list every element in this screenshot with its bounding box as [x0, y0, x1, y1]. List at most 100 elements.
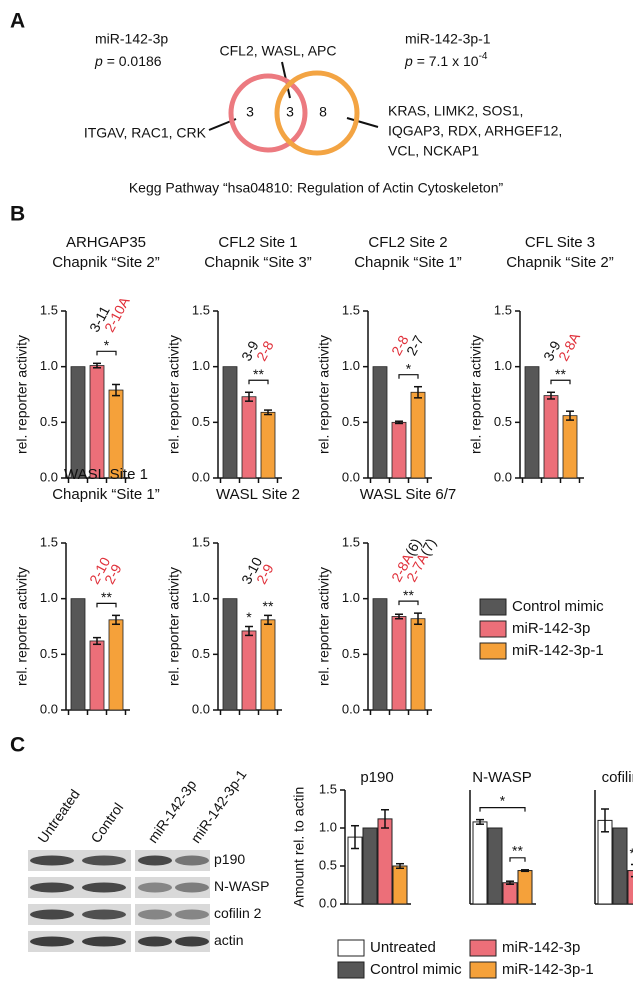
bar	[222, 598, 238, 711]
y-axis-label: rel. reporter activity	[14, 335, 30, 454]
y-tick-label: 0.5	[494, 414, 512, 429]
bar	[597, 819, 613, 905]
site-label-part: (6)	[402, 536, 424, 559]
bar	[627, 870, 633, 905]
blot-band	[175, 882, 209, 893]
set-name: miR-142-3p	[95, 31, 168, 47]
bar	[517, 870, 533, 905]
blot-strip	[28, 931, 131, 952]
site-label: 2-7	[403, 332, 427, 358]
y-tick-label: 0.0	[494, 469, 512, 484]
error-bar	[476, 818, 484, 825]
y-tick-label: 1.0	[342, 590, 360, 605]
bar	[372, 366, 388, 479]
bracket	[479, 807, 526, 812]
y-tick-label: 1.0	[319, 819, 337, 834]
legend-label: Control mimic	[370, 961, 462, 978]
error-bar	[414, 385, 422, 399]
legend-label: miR-142-3p	[512, 620, 590, 637]
blot-strip	[28, 850, 131, 871]
set-circle	[228, 73, 308, 153]
set-count: 3	[246, 104, 254, 120]
bar	[392, 865, 408, 905]
bar	[391, 421, 407, 479]
protein-label: actin	[214, 932, 244, 948]
y-axis-label: rel. reporter activity	[14, 567, 30, 686]
bar	[70, 366, 86, 479]
bracket	[398, 600, 419, 606]
set-count: 3	[286, 104, 294, 120]
legend-label: miR-142-3p	[502, 939, 580, 956]
site-label: 2-8A	[555, 329, 583, 363]
group-title: cofilin 2	[602, 769, 633, 786]
error-bar	[414, 612, 422, 626]
error-bar	[396, 862, 404, 870]
error-bar	[547, 391, 555, 400]
bar	[612, 827, 628, 905]
legend-label: miR-142-3p-1	[512, 642, 604, 659]
bar	[524, 366, 540, 479]
set-count: 8	[319, 104, 327, 120]
y-tick-label: 0.5	[40, 646, 58, 661]
blot-band	[175, 909, 209, 920]
blot-strip	[28, 877, 131, 898]
p-value: p = 7.1 x 10-4	[404, 51, 488, 69]
y-tick-label: 0.0	[192, 701, 210, 716]
blot-band	[30, 882, 74, 893]
chart-title: Chapnik “Site 2”	[506, 254, 614, 271]
error-bar	[631, 863, 633, 878]
bar	[260, 619, 276, 711]
y-tick-label: 1.0	[40, 358, 58, 373]
set-name: miR-142-3p-1	[405, 31, 491, 47]
error-bar	[395, 613, 403, 620]
site-label-part: 2-8	[253, 338, 277, 364]
blot-band	[138, 936, 172, 947]
y-tick-label: 1.0	[342, 358, 360, 373]
group-title: p190	[360, 769, 393, 786]
bracket	[96, 350, 117, 356]
bar	[372, 598, 388, 711]
p-value: p = 0.0186	[94, 53, 162, 69]
bracket	[96, 602, 117, 608]
lane-label: Untreated	[34, 786, 82, 846]
bar	[89, 365, 105, 479]
blot-band	[175, 936, 209, 947]
bar	[108, 619, 124, 711]
significance: **	[263, 598, 274, 614]
error-bar	[245, 625, 253, 637]
y-tick-label: 1.0	[192, 358, 210, 373]
y-tick-label: 1.5	[342, 534, 360, 549]
blot-band	[82, 936, 126, 947]
site-label: 2-8	[253, 338, 277, 364]
chart-title: CFL2 Site 1	[218, 234, 297, 251]
legend-swatch	[469, 961, 497, 979]
significance: **	[555, 366, 566, 382]
error-bar	[395, 420, 403, 425]
caption: Kegg Pathway “hsa04810: Regulation of Ac…	[129, 180, 504, 196]
chart-title: Chapnik “Site 2”	[52, 254, 160, 271]
blot-band	[138, 909, 172, 920]
error-bar	[506, 880, 514, 885]
significance: *	[406, 360, 412, 376]
legend-swatch	[479, 642, 507, 660]
chart-title: WASL Site 1	[64, 466, 148, 483]
y-axis-label: rel. reporter activity	[166, 567, 182, 686]
panel-label: C	[10, 734, 25, 757]
error-bar	[566, 410, 574, 421]
bracket	[398, 374, 419, 379]
p-symbol: p	[404, 53, 413, 69]
error-bar	[245, 391, 253, 402]
significance: **	[512, 843, 523, 859]
bar	[391, 616, 407, 711]
bar	[410, 618, 426, 711]
lane-label: Control	[87, 800, 126, 846]
y-tick-label: 0.5	[192, 414, 210, 429]
y-axis-label: rel. reporter activity	[316, 335, 332, 454]
bar	[260, 411, 276, 479]
chart-title: Chapnik “Site 1”	[354, 254, 462, 271]
blot-band	[30, 909, 74, 920]
panel-label: A	[10, 10, 25, 33]
y-tick-label: 1.5	[192, 534, 210, 549]
bracket	[550, 379, 571, 385]
bar	[562, 415, 578, 479]
